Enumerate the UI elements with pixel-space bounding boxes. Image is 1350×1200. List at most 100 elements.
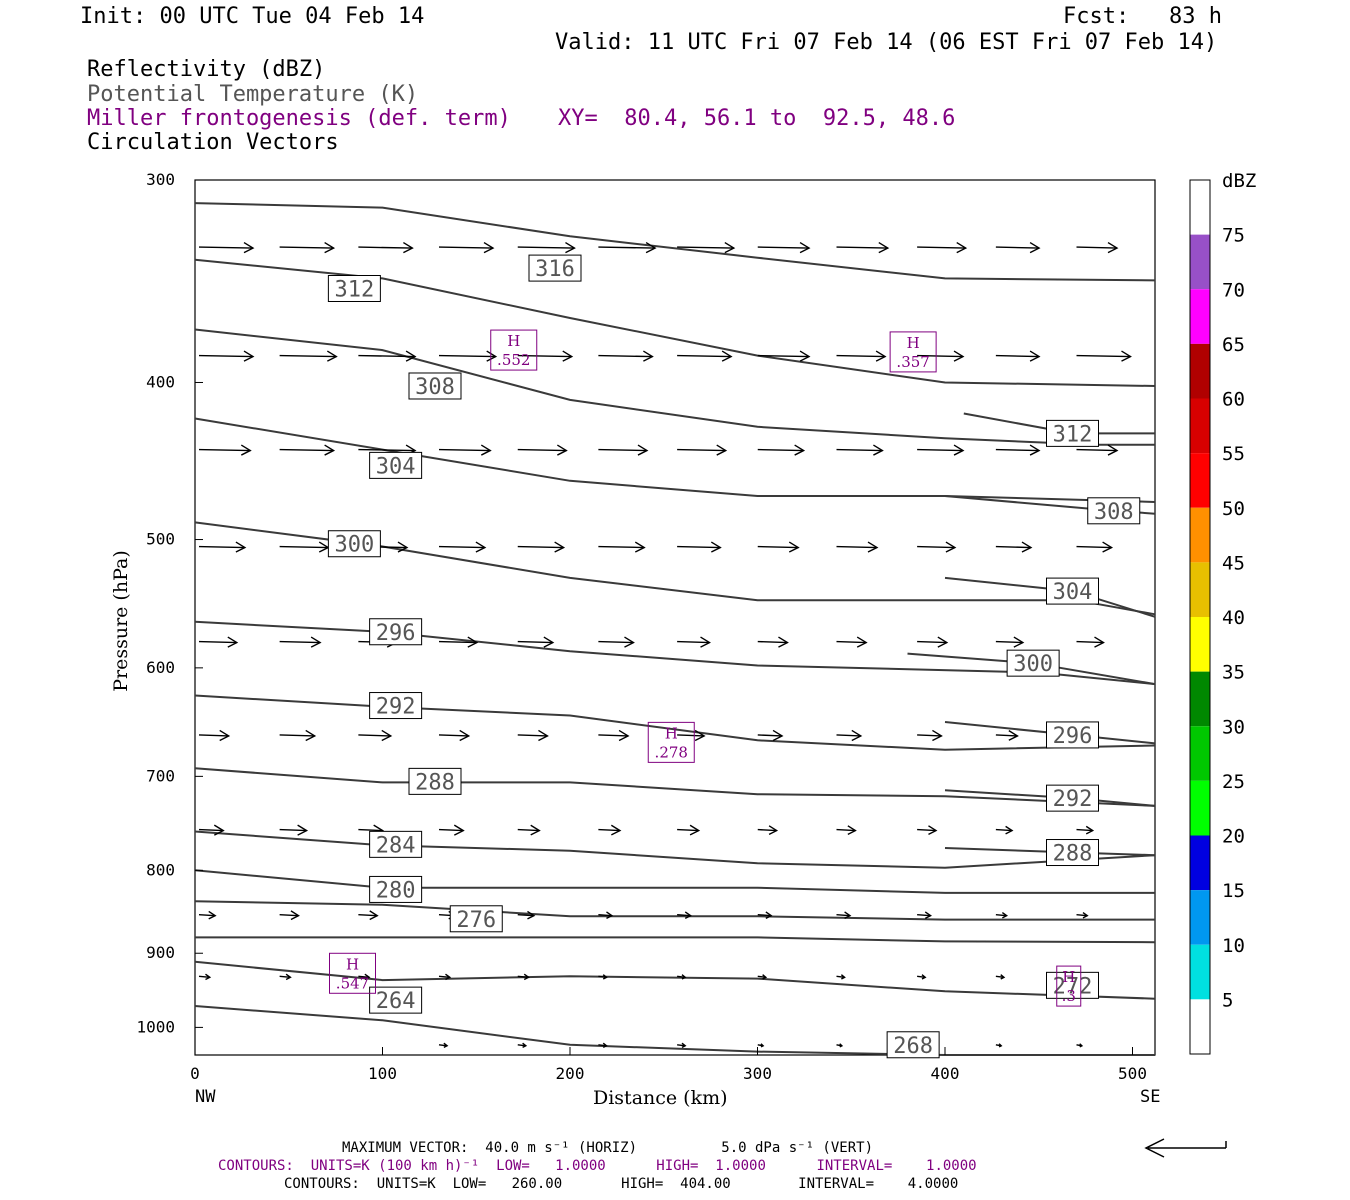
- circulation-vector-head: [765, 911, 773, 919]
- circulation-vector: [677, 913, 691, 917]
- colorbar-segment: [1190, 999, 1210, 1054]
- colorbar-title: dBZ: [1222, 170, 1257, 192]
- circulation-vector-head: [945, 541, 957, 553]
- colorbar-segment: [1190, 180, 1210, 235]
- circulation-vector-head: [538, 729, 549, 742]
- circulation-vector-head: [290, 910, 300, 921]
- circulation-vector-head: [851, 729, 863, 742]
- circulation-vector: [517, 246, 575, 249]
- circulation-vector: [279, 354, 337, 358]
- theta-contour-316: [194, 202, 1156, 282]
- circulation-vector: [1076, 828, 1093, 832]
- circulation-vector: [757, 354, 810, 358]
- circulation-vector-head: [998, 1043, 1003, 1048]
- theta-label-box: [1087, 497, 1141, 525]
- circulation-vector-head: [716, 444, 728, 456]
- theta-label-box: [327, 274, 381, 302]
- colorbar-label: 40: [1222, 607, 1245, 629]
- theta-contour-288: [194, 767, 1156, 807]
- circulation-vector-head: [610, 824, 622, 836]
- frontogenesis-max-value: .547: [336, 974, 369, 992]
- frontogenesis-max-box: [490, 329, 538, 371]
- circulation-vector: [1076, 246, 1118, 249]
- circulation-vector: [438, 975, 450, 979]
- circulation-vector: [836, 448, 883, 452]
- theta-label: 300: [335, 533, 375, 558]
- theta-label: 296: [1053, 724, 1093, 749]
- circulation-vector-head: [1029, 350, 1041, 362]
- frontogenesis-max-symbol: H: [346, 955, 359, 973]
- colorbar-label: 35: [1222, 662, 1245, 684]
- circulation-vector-head: [794, 444, 806, 456]
- circulation-vector-head: [681, 1042, 687, 1049]
- circulation-vector: [836, 828, 856, 832]
- circulation-vector-head: [397, 541, 409, 553]
- circulation-vector: [995, 354, 1040, 358]
- x-tick-label: 200: [556, 1064, 585, 1083]
- circulation-vector: [198, 545, 245, 549]
- field-miller: Miller frontogenesis (def. term): [87, 106, 511, 131]
- circulation-vector: [517, 545, 564, 549]
- circulation-vector: [677, 246, 734, 249]
- circulation-vector-head: [602, 974, 608, 980]
- colorbar-label: 5: [1222, 989, 1233, 1011]
- circulation-vector-head: [721, 350, 733, 362]
- x-tick-label: 300: [743, 1064, 772, 1083]
- circulation-vector: [995, 448, 1040, 452]
- theta-label-box: [369, 692, 423, 720]
- circulation-vector-head: [562, 350, 574, 362]
- theta-label: 288: [1053, 842, 1093, 867]
- circulation-vector: [438, 734, 469, 737]
- colorbar-segment: [1190, 562, 1210, 617]
- circulation-vector: [1076, 913, 1088, 917]
- circulation-vector: [917, 246, 966, 249]
- theta-label: 288: [415, 770, 455, 795]
- circulation-vector: [995, 545, 1031, 549]
- circulation-vector-head: [956, 241, 968, 254]
- theta-contours: [194, 202, 1156, 1056]
- circulation-vector: [836, 545, 878, 549]
- circulation-vector: [677, 640, 710, 644]
- x-right-end-label: SE: [1140, 1087, 1161, 1107]
- circulation-vector: [995, 640, 1023, 644]
- circulation-vector-head: [700, 636, 711, 648]
- circulation-vector: [279, 975, 291, 979]
- theta-label-box: [369, 875, 423, 903]
- circulation-vector: [438, 1044, 448, 1047]
- circulation-vector: [677, 734, 705, 737]
- circulation-vectors: [198, 241, 1132, 1049]
- circulation-vector-head: [847, 825, 857, 835]
- circulation-vector: [279, 828, 307, 832]
- circulation-vector-head: [856, 636, 868, 648]
- circulation-vector-head: [543, 636, 555, 648]
- circulation-vector: [757, 975, 766, 979]
- theta-label-box: [408, 372, 462, 400]
- circulation-vector-head: [875, 350, 887, 362]
- colorbar-label: 15: [1222, 880, 1245, 902]
- frontogenesis-max-value: .278: [655, 743, 688, 761]
- valid-time: Valid: 11 UTC Fri 07 Feb 14 (06 EST Fri …: [555, 30, 1218, 55]
- circulation-vector-head: [219, 729, 231, 742]
- circulation-vector-head: [624, 636, 635, 648]
- circulation-vector-head: [689, 824, 701, 836]
- theta-label: 300: [1013, 652, 1053, 677]
- circulation-vector: [517, 913, 534, 917]
- theta-label-box: [369, 830, 423, 858]
- circulation-vector-head: [243, 241, 255, 254]
- colorbar-segment: [1190, 890, 1210, 945]
- circulation-vector-head: [840, 974, 846, 980]
- circulation-vector-head: [921, 974, 927, 980]
- colorbar-label: 75: [1222, 225, 1245, 247]
- circulation-vector-head: [1001, 911, 1009, 919]
- circulation-vector: [198, 975, 210, 979]
- theta-label: 276: [456, 908, 496, 933]
- circulation-vector: [917, 913, 931, 917]
- circulation-vector: [279, 246, 334, 249]
- y-tick-label: 600: [146, 658, 175, 677]
- colorbar-segment: [1190, 343, 1210, 399]
- frontogenesis-max-symbol: H: [665, 724, 678, 742]
- circulation-vector-head: [710, 541, 722, 553]
- circulation-vector: [1076, 354, 1131, 358]
- theta-label-box: [327, 530, 381, 558]
- circulation-vector-head: [205, 973, 212, 981]
